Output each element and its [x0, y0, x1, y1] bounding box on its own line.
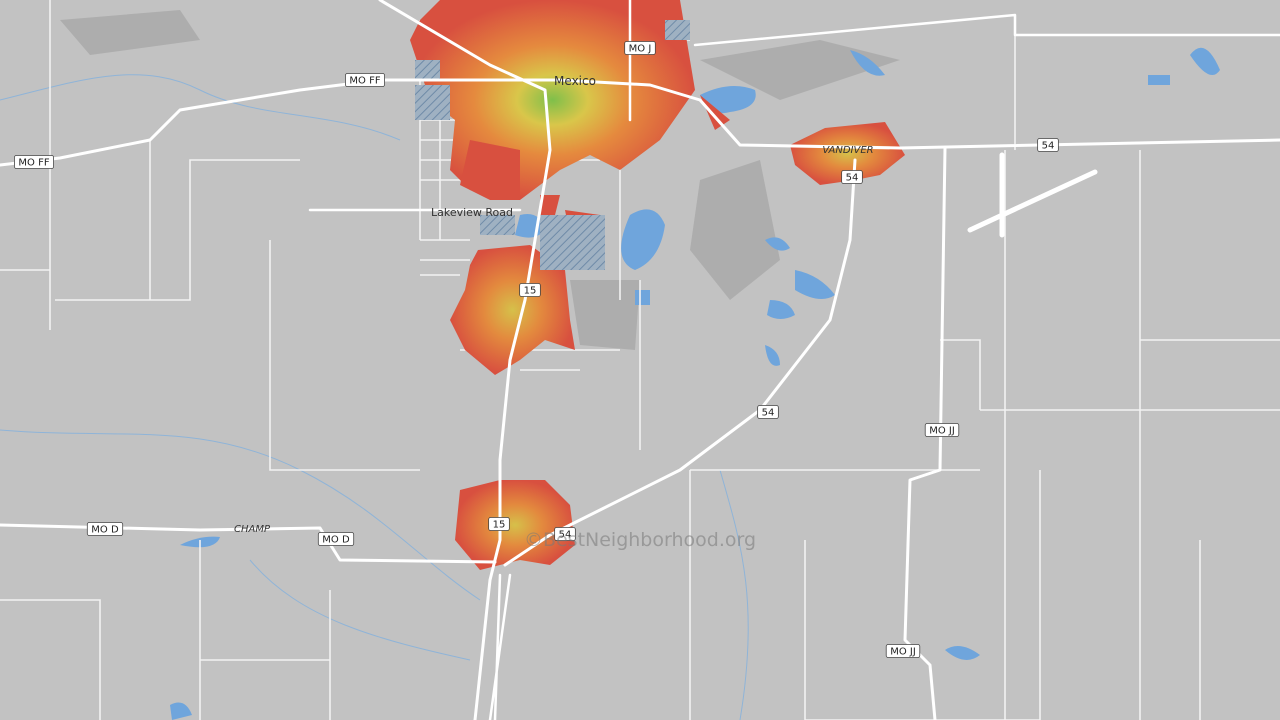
road-shield: MO D [86, 522, 124, 536]
road-shield: 54 [841, 170, 863, 184]
road-shield: 54 [1037, 138, 1059, 152]
road-shield: MO D [317, 532, 355, 546]
road-label: Lakeview Road [431, 206, 513, 219]
place-label: CHAMP [234, 524, 271, 535]
shield-label: 54 [762, 408, 775, 419]
shield-box [841, 170, 863, 184]
shield-box [86, 522, 124, 536]
road-shield: MO FF [14, 155, 54, 169]
road-shield: 54 [757, 405, 779, 419]
shield-box [519, 283, 541, 297]
shield-label: 54 [1042, 141, 1055, 152]
shield-box [1037, 138, 1059, 152]
place-label: VANDIVER [822, 145, 873, 156]
shield-box [624, 41, 656, 55]
road-shield: MO J [624, 41, 656, 55]
water-bodies [170, 47, 1220, 720]
road-shield: 15 [488, 517, 510, 531]
urban-areas [60, 10, 900, 350]
shield-label: 54 [846, 173, 859, 184]
watermark: ©BestNeighborhood.org [524, 529, 756, 551]
road-shield: MO JJ [885, 644, 921, 658]
shield-label: MO FF [18, 158, 49, 169]
shield-box [924, 423, 960, 437]
road-shield: 15 [519, 283, 541, 297]
road-shield: 54 [554, 527, 576, 541]
shield-label: 15 [493, 520, 506, 531]
shield-label: MO JJ [929, 426, 955, 437]
road-shields: MO J MO FF MO FF 54 54 15 54 MO JJ 15 54 MO D MO D M… [14, 41, 1059, 658]
shield-box [885, 644, 921, 658]
shield-label: MO D [91, 525, 119, 536]
shield-box [554, 527, 576, 541]
shield-label: MO D [322, 535, 350, 546]
shield-box [757, 405, 779, 419]
city-label: Mexico [554, 74, 596, 88]
shield-box [317, 532, 355, 546]
shield-box [14, 155, 54, 169]
shield-box [345, 73, 385, 87]
rivers [0, 74, 749, 720]
shield-label: 15 [524, 286, 537, 297]
shield-label: MO J [629, 44, 652, 55]
shield-label: MO JJ [890, 647, 916, 658]
shield-label: 54 [559, 530, 572, 541]
heat-areas [410, 0, 905, 570]
shield-label: MO FF [349, 76, 380, 87]
shield-box [488, 517, 510, 531]
road-shield: MO JJ [924, 423, 960, 437]
road-shield: MO FF [345, 73, 385, 87]
